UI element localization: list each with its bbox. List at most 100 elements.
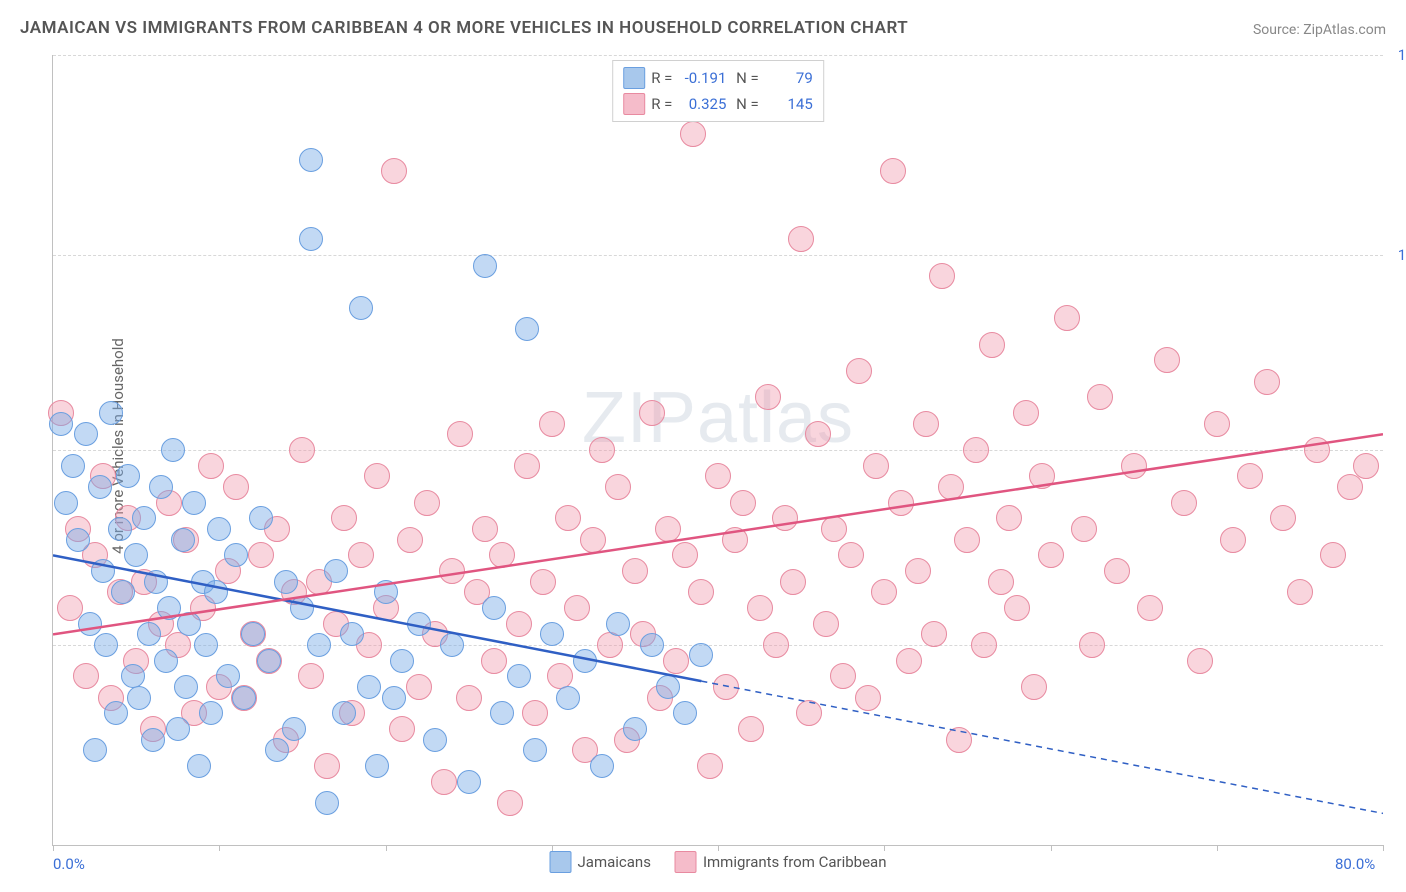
scatter-point	[141, 728, 165, 752]
scatter-point	[1220, 527, 1246, 553]
scatter-point	[282, 717, 306, 741]
scatter-point	[639, 400, 665, 426]
scatter-point	[91, 559, 115, 583]
swatch-jamaicans	[550, 851, 572, 873]
scatter-point	[99, 401, 123, 425]
scatter-point	[157, 596, 181, 620]
scatter-point	[1171, 490, 1197, 516]
gridline	[53, 450, 1383, 451]
legend-label-jamaicans: Jamaicans	[578, 853, 651, 871]
r-value-jamaicans: -0.191	[678, 69, 726, 87]
legend-label-caribbean: Immigrants from Caribbean	[703, 853, 887, 871]
legend-row-caribbean: R = 0.325 N = 145	[623, 91, 813, 117]
scatter-point	[663, 648, 689, 674]
scatter-point	[730, 490, 756, 516]
scatter-point	[423, 728, 447, 752]
scatter-point	[315, 791, 339, 815]
scatter-point	[580, 527, 606, 553]
scatter-point	[1237, 463, 1263, 489]
scatter-point	[1071, 516, 1097, 542]
y-tick-label: 11.2%	[1398, 246, 1406, 264]
scatter-point	[298, 663, 324, 689]
scatter-point	[439, 558, 465, 584]
scatter-point	[414, 490, 440, 516]
scatter-point	[241, 622, 265, 646]
swatch-caribbean	[623, 93, 645, 115]
scatter-point	[515, 317, 539, 341]
scatter-point	[1320, 542, 1346, 568]
scatter-point	[573, 649, 597, 673]
chart-title: JAMAICAN VS IMMIGRANTS FROM CARIBBEAN 4 …	[20, 18, 908, 38]
scatter-point	[216, 664, 240, 688]
scatter-point	[722, 527, 748, 553]
scatter-point	[66, 528, 90, 552]
x-tick	[1383, 845, 1384, 851]
scatter-point	[996, 505, 1022, 531]
scatter-point	[1029, 463, 1055, 489]
scatter-point	[913, 411, 939, 437]
scatter-point	[555, 505, 581, 531]
scatter-point	[257, 649, 281, 673]
scatter-point	[365, 754, 389, 778]
scatter-point	[232, 686, 256, 710]
scatter-point	[457, 770, 481, 794]
scatter-point	[1137, 595, 1163, 621]
gridline	[53, 255, 1383, 256]
scatter-point	[289, 437, 315, 463]
swatch-jamaicans	[623, 67, 645, 89]
scatter-point	[921, 621, 947, 647]
scatter-point	[299, 227, 323, 251]
scatter-point	[954, 527, 980, 553]
scatter-point	[880, 158, 906, 184]
scatter-point	[689, 643, 713, 667]
scatter-point	[207, 517, 231, 541]
swatch-caribbean	[675, 851, 697, 873]
scatter-point	[104, 701, 128, 725]
legend-row-jamaicans: R = -0.191 N = 79	[623, 65, 813, 91]
scatter-point	[623, 717, 647, 741]
scatter-point	[539, 411, 565, 437]
x-tick	[1051, 845, 1052, 851]
scatter-point	[108, 517, 132, 541]
scatter-point	[223, 474, 249, 500]
scatter-point	[324, 559, 348, 583]
x-tick-label: 80.0%	[1335, 855, 1375, 873]
scatter-point	[194, 633, 218, 657]
scatter-point	[490, 701, 514, 725]
scatter-point	[830, 663, 856, 689]
scatter-point	[1154, 347, 1180, 373]
scatter-point	[506, 611, 532, 637]
scatter-point	[357, 675, 381, 699]
scatter-point	[1104, 558, 1130, 584]
scatter-point	[1287, 579, 1313, 605]
scatter-point	[74, 422, 98, 446]
scatter-point	[132, 506, 156, 530]
scatter-point	[522, 700, 548, 726]
scatter-point	[397, 527, 423, 553]
scatter-point	[111, 580, 135, 604]
scatter-point	[381, 158, 407, 184]
scatter-point	[274, 570, 298, 594]
scatter-point	[248, 542, 274, 568]
scatter-point	[88, 475, 112, 499]
scatter-point	[406, 674, 432, 700]
scatter-point	[821, 516, 847, 542]
n-label: N =	[732, 95, 758, 113]
scatter-point	[171, 528, 195, 552]
scatter-point	[697, 753, 723, 779]
scatter-point	[331, 505, 357, 531]
scatter-point	[314, 753, 340, 779]
scatter-point	[198, 453, 224, 479]
scatter-point	[472, 516, 498, 542]
scatter-point	[1054, 305, 1080, 331]
scatter-point	[187, 754, 211, 778]
scatter-point	[473, 254, 497, 278]
scatter-point	[482, 596, 506, 620]
scatter-point	[489, 542, 515, 568]
scatter-point	[332, 701, 356, 725]
scatter-point	[166, 717, 190, 741]
scatter-point	[265, 738, 289, 762]
correlation-legend: R = -0.191 N = 79 R = 0.325 N = 145	[612, 60, 824, 122]
scatter-point	[78, 612, 102, 636]
n-value-caribbean: 145	[765, 95, 813, 113]
